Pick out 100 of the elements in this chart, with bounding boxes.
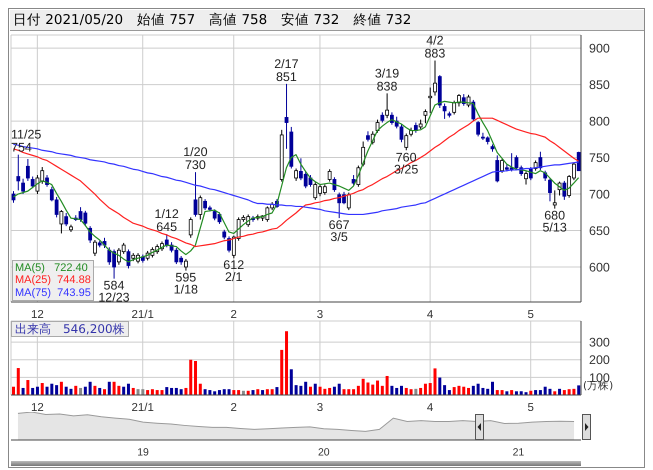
annotation: 667 3/5 xyxy=(328,218,350,244)
candlestick xyxy=(548,177,552,202)
annotation: 595 1/18 xyxy=(174,270,198,297)
x-tick-label: 2 xyxy=(230,402,237,414)
candlestick xyxy=(457,94,461,107)
bar xyxy=(160,390,164,395)
bar xyxy=(275,387,278,395)
x-tick-label: 21 xyxy=(512,446,524,458)
x-tick-label: 12 xyxy=(30,402,44,414)
bar xyxy=(280,350,284,395)
candlestick xyxy=(126,248,130,269)
candlestick xyxy=(198,194,202,220)
chart-title: 出来高 546,200株 xyxy=(11,321,129,337)
candlestick xyxy=(328,168,332,182)
x-tick-label: 21/1 xyxy=(132,402,154,414)
candlestick xyxy=(60,210,64,234)
candlestick xyxy=(404,132,408,151)
bar xyxy=(108,382,111,395)
annotation: 3/19 838 xyxy=(374,66,400,94)
candlestick xyxy=(352,174,356,186)
bar xyxy=(112,382,116,395)
candlestick xyxy=(30,176,35,189)
bar xyxy=(141,389,144,395)
y-tick-label: 750 xyxy=(589,150,610,165)
bar xyxy=(198,384,202,395)
candlestick xyxy=(26,158,30,182)
bar xyxy=(26,380,30,395)
candlestick xyxy=(227,236,231,253)
bar xyxy=(261,390,264,395)
candlestick xyxy=(418,119,423,130)
bar xyxy=(318,386,322,395)
annotation: 612 2/1 xyxy=(223,258,244,284)
candlestick xyxy=(21,178,25,195)
bar xyxy=(490,382,494,395)
candlestick xyxy=(222,229,226,240)
y-tick-label: 800 xyxy=(589,114,610,129)
bar xyxy=(103,389,106,395)
annotation: 4/2 883 xyxy=(424,34,446,61)
bar xyxy=(117,386,120,395)
bar xyxy=(434,368,437,395)
bar xyxy=(577,385,580,395)
annotation: 2/17 851 xyxy=(274,56,299,84)
y-tick-label: 650 xyxy=(589,224,610,238)
x-tick-label: 5 xyxy=(528,309,534,322)
candlestick xyxy=(400,124,404,143)
text: MA(75) 743.95 xyxy=(15,286,91,299)
bar xyxy=(132,388,135,395)
x-tick-label: 21/1 xyxy=(132,309,154,322)
y-tick-label: 600 xyxy=(589,260,610,274)
bar xyxy=(40,383,44,395)
bar xyxy=(314,384,317,395)
bar xyxy=(98,388,102,395)
bar xyxy=(74,386,78,395)
y-tick-label: 300 xyxy=(589,336,610,350)
candlestick xyxy=(184,258,188,272)
bar xyxy=(308,386,312,395)
candlestick xyxy=(194,172,198,218)
bar xyxy=(36,386,39,395)
candlestick xyxy=(332,176,336,192)
bar xyxy=(452,387,456,395)
candlestick xyxy=(16,154,20,191)
candlestick xyxy=(366,130,370,142)
bar xyxy=(64,386,68,395)
bar xyxy=(204,389,207,395)
x-tick-label: 4 xyxy=(426,309,434,322)
candlestick xyxy=(93,239,97,257)
bar xyxy=(285,331,288,395)
candlestick xyxy=(376,119,380,134)
text: MA(25) 744.88 xyxy=(15,274,91,286)
bar xyxy=(251,390,254,395)
bar xyxy=(79,388,82,395)
candlestick xyxy=(500,158,504,174)
bar xyxy=(12,386,15,395)
candlestick xyxy=(424,108,428,124)
bar xyxy=(534,390,538,395)
annotation: 680 5/13 xyxy=(542,208,567,235)
candlestick xyxy=(495,154,500,183)
y-tick-label: 900 xyxy=(589,42,610,56)
candlestick xyxy=(433,60,437,96)
x-tick-label: 4 xyxy=(426,402,434,414)
bar xyxy=(376,380,380,395)
bar xyxy=(22,388,25,395)
bar xyxy=(342,389,346,395)
bar xyxy=(122,386,126,395)
candlestick xyxy=(284,83,288,150)
bar xyxy=(93,386,96,395)
candlestick xyxy=(524,170,528,186)
candlestick xyxy=(476,120,480,137)
x-tick-label: 12 xyxy=(30,309,44,322)
y-tick-label: 200 xyxy=(589,353,610,368)
annotation: 1/12 645 xyxy=(154,207,179,234)
bar xyxy=(126,384,130,395)
candlestick xyxy=(380,112,384,124)
candlestick xyxy=(538,151,542,170)
bar xyxy=(60,382,63,395)
y-tick-label: 850 xyxy=(589,78,610,92)
candlestick xyxy=(188,216,193,238)
bar xyxy=(136,389,140,395)
candlestick xyxy=(64,212,68,227)
candlestick xyxy=(442,103,446,120)
